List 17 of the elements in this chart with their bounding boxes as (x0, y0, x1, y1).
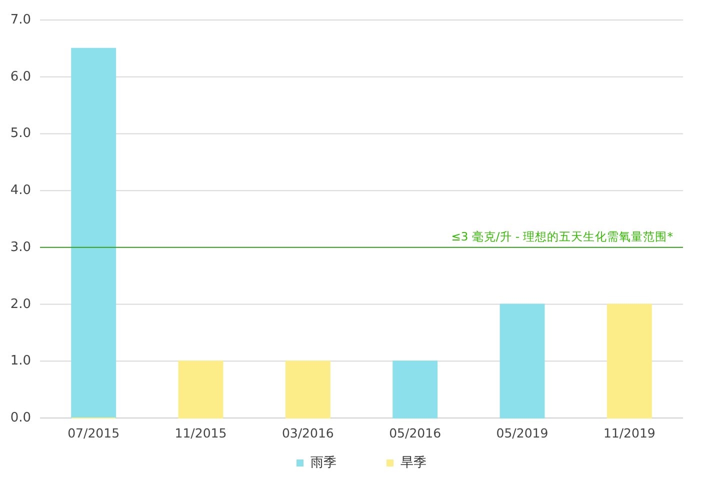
legend-label: 旱季 (400, 456, 426, 470)
x-tick-label: 05/2019 (496, 426, 548, 440)
x-tick-label: 05/2016 (389, 426, 442, 440)
x-tick-label: 11/2015 (174, 426, 227, 440)
y-tick-label: 7.0 (10, 12, 31, 28)
y-tick-label: 6.0 (10, 69, 31, 84)
y-tick-label: 3.0 (10, 240, 31, 255)
x-tick-label: 03/2016 (282, 426, 334, 440)
y-tick-label: 2.0 (10, 296, 31, 312)
x-tick-label: 11/2019 (603, 426, 656, 440)
x-tick-label: 07/2015 (68, 426, 120, 440)
y-tick-label: 4.0 (10, 183, 31, 198)
y-tick-label: 1.0 (10, 354, 31, 369)
ref-line-label: ≤3 毫克/升 - 理想的五天生化需氧量范围* (451, 229, 673, 244)
legend-label: 雨季 (310, 456, 336, 470)
y-tick-label: 0.0 (10, 410, 31, 426)
y-tick-label: 5.0 (10, 126, 31, 142)
